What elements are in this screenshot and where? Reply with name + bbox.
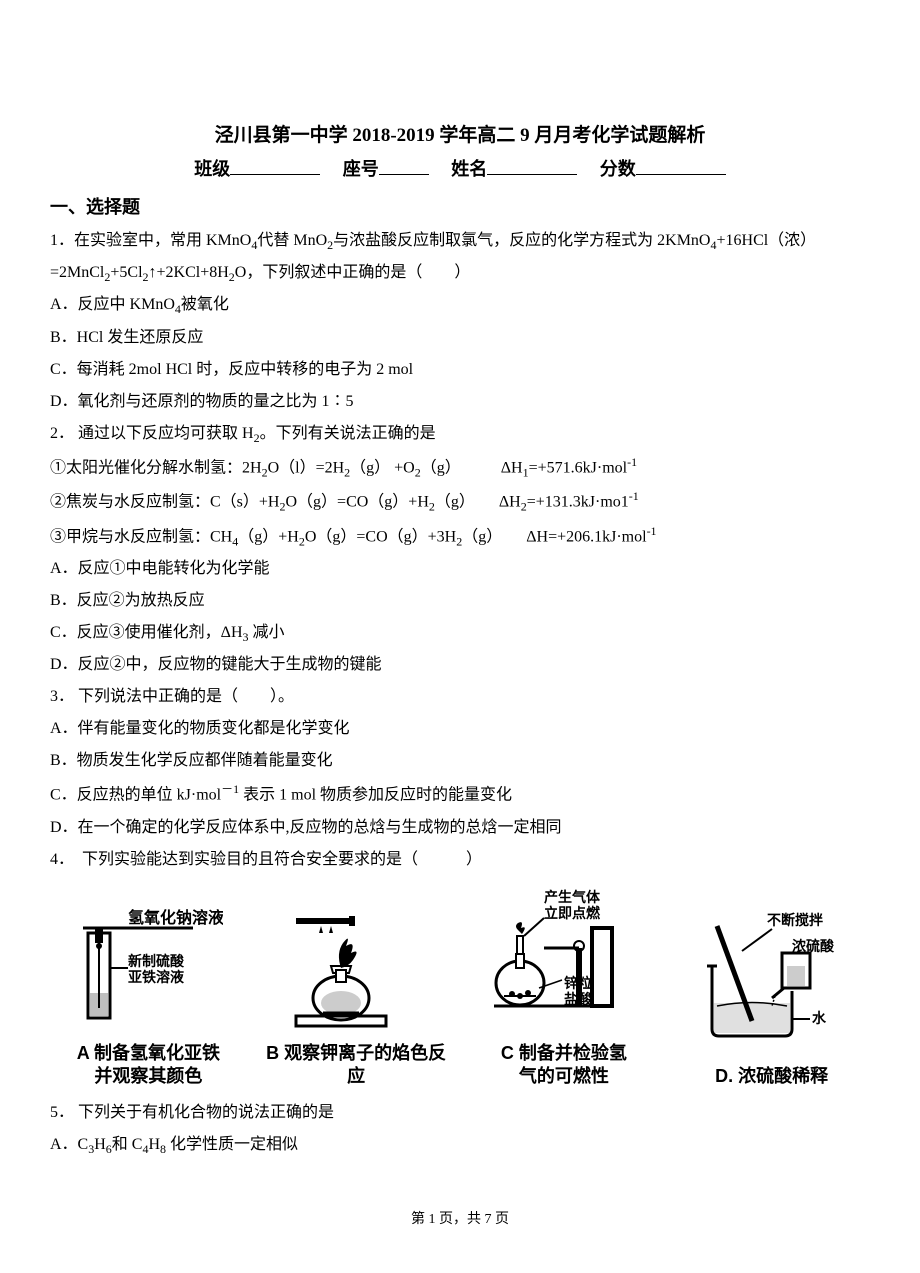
q1-equation: =2MnCl2+5Cl2↑+2KCl+8H2O，下列叙述中正确的是（ ）: [50, 257, 870, 289]
q4-fig-c: 产生气体 立即点燃 锌粒 盐酸 C 制备并检验氢气的可燃性: [465, 888, 662, 1089]
q4-stem: 4． 下列实验能达到实验目的且符合安全要求的是（ ）: [50, 844, 870, 876]
q5-option-a: A．C3H6和 C4H8 化学性质一定相似: [50, 1129, 870, 1161]
q1-option-c: C．每消耗 2mol HCl 时，反应中转移的电子为 2 mol: [50, 354, 870, 386]
q4-fig-b: B 观察钾离子的焰色反应: [258, 898, 455, 1089]
q2-stem: 2． 通过以下反应均可获取 H2。下列有关说法正确的是: [50, 418, 870, 450]
q2-reaction-2: ②焦炭与水反应制氢：C（s）+H2O（g）=CO（g）+H2（g） ΔH2=+1…: [50, 484, 870, 519]
q4-fig-a: 氢氧化钠溶液 新制硫酸 亚铁溶液 A 制备氢氧化亚铁并观察其颜色: [50, 898, 247, 1089]
svg-text:立即点燃: 立即点燃: [544, 905, 601, 922]
svg-text:亚铁溶液: 亚铁溶液: [128, 969, 185, 986]
q4-fig-d: 不断搅拌 浓硫酸 水 D. 浓硫酸稀释: [673, 911, 870, 1088]
q4-fig-a-label: A 制备氢氧化亚铁并观察其颜色: [50, 1042, 247, 1089]
q2-reaction-3: ③甲烷与水反应制氢：CH4（g）+H2O（g）=CO（g）+3H2（g） ΔH=…: [50, 519, 870, 554]
svg-text:水: 水: [812, 1010, 827, 1027]
page-title: 泾川县第一中学 2018-2019 学年高二 9 月月考化学试题解析: [50, 120, 870, 147]
q3-stem: 3． 下列说法中正确的是（ ）。: [50, 681, 870, 713]
q2-reaction-1: ①太阳光催化分解水制氢：2H2O（l）=2H2（g） +O2（g） ΔH1=+5…: [50, 450, 870, 485]
q4-figures: 氢氧化钠溶液 新制硫酸 亚铁溶液 A 制备氢氧化亚铁并观察其颜色 B 观: [50, 888, 870, 1089]
q1-option-a: A．反应中 KMnO4被氧化: [50, 289, 870, 321]
q2-option-c: C．反应③使用催化剂，ΔH3 减小: [50, 617, 870, 649]
class-label: 班级: [194, 159, 230, 179]
q3-option-d: D．在一个确定的化学反应体系中,反应物的总焓与生成物的总焓一定相同: [50, 812, 870, 844]
q3-option-b: B．物质发生化学反应都伴随着能量变化: [50, 745, 870, 777]
q4-fig-b-label: B 观察钾离子的焰色反应: [258, 1042, 455, 1089]
q2-option-b: B．反应②为放热反应: [50, 585, 870, 617]
q4-fig-d-label: D. 浓硫酸稀释: [673, 1065, 870, 1088]
seat-label: 座号: [343, 159, 379, 179]
q5-stem: 5． 下列关于有机化合物的说法正确的是: [50, 1097, 870, 1129]
svg-text:新制硫酸: 新制硫酸: [128, 953, 185, 970]
svg-text:锌粒: 锌粒: [564, 975, 592, 992]
q1-option-d: D．氧化剂与还原剂的物质的量之比为 1∶5: [50, 386, 870, 418]
q4-fig-c-label: C 制备并检验氢气的可燃性: [465, 1042, 662, 1089]
svg-text:产生气体: 产生气体: [544, 889, 601, 906]
q2-option-d: D．反应②中，反应物的键能大于生成物的键能: [50, 649, 870, 681]
q3-option-a: A．伴有能量变化的物质变化都是化学变化: [50, 713, 870, 745]
q1-option-b: B．HCl 发生还原反应: [50, 322, 870, 354]
q3-option-c: C．反应热的单位 kJ·mol－1 表示 1 mol 物质参加反应时的能量变化: [50, 777, 870, 811]
q2-option-a: A．反应①中电能转化为化学能: [50, 553, 870, 585]
section-1-heading: 一、选择题: [50, 193, 870, 219]
name-label: 姓名: [451, 159, 487, 179]
svg-text:氢氧化钠溶液: 氢氧化钠溶液: [128, 908, 223, 927]
exam-header: 班级 座号 姓名 分数: [50, 155, 870, 181]
q1-stem: 1．在实验室中，常用 KMnO4代替 MnO2与浓盐酸反应制取氯气，反应的化学方…: [50, 225, 870, 257]
score-label: 分数: [600, 159, 636, 179]
svg-text:不断搅拌: 不断搅拌: [767, 912, 823, 929]
svg-text:盐酸: 盐酸: [564, 991, 593, 1008]
page-footer: 第 1 页，共 7 页: [0, 1208, 920, 1228]
